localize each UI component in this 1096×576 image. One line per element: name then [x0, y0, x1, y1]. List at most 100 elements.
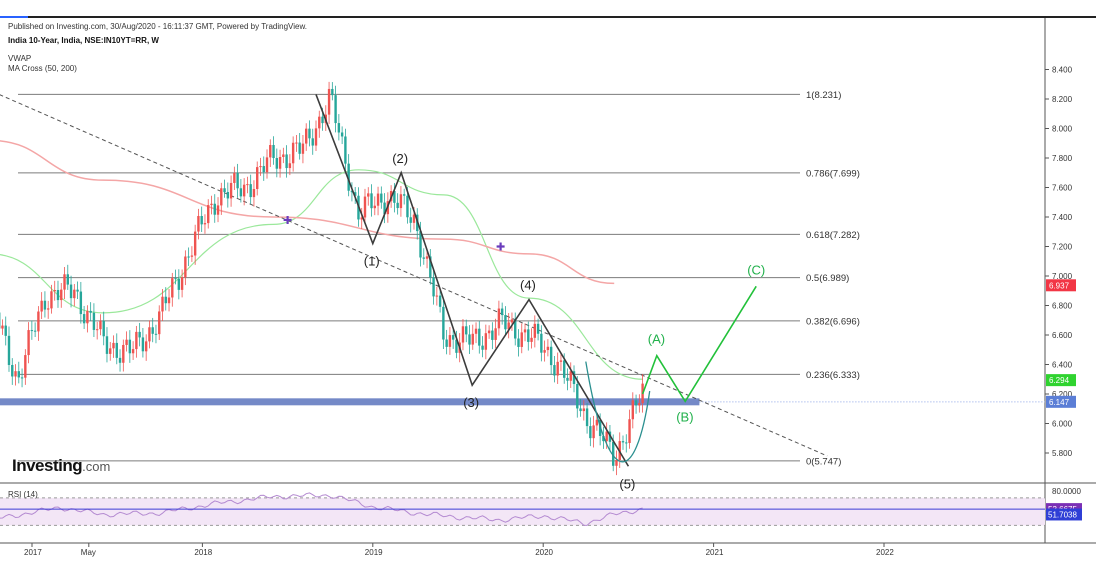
rsi-line — [0, 492, 643, 526]
wave-label: (3) — [463, 395, 479, 410]
candle-body — [161, 296, 164, 312]
candle-body — [226, 192, 230, 199]
candle-body — [158, 311, 161, 335]
candle-body — [210, 203, 213, 206]
candle-body — [118, 357, 122, 363]
price-tag — [1046, 374, 1076, 387]
candle-body — [484, 333, 488, 350]
candle-body — [311, 138, 314, 146]
candle-body — [92, 312, 96, 330]
indicator-ma-cross[interactable]: MA Cross (50, 200) — [8, 64, 77, 73]
candle-body — [249, 184, 252, 198]
price-tag — [1046, 395, 1076, 408]
candle-body — [252, 188, 256, 198]
candle-body — [24, 355, 27, 378]
candle-body — [448, 335, 452, 347]
candle-body — [465, 326, 468, 335]
wave-label: (5) — [619, 476, 635, 491]
candle-body — [406, 195, 409, 218]
candle-body — [278, 156, 282, 169]
candle-body — [112, 342, 115, 349]
candle-body — [331, 88, 334, 96]
fib-level-label: 1(8.231) — [806, 90, 841, 101]
candle-body — [612, 441, 615, 466]
price-tick-label: 7.000 — [1052, 272, 1073, 281]
candle-body — [86, 310, 89, 324]
candle-body — [621, 441, 625, 443]
candle-body — [393, 191, 396, 203]
time-tick-label: 2017 — [24, 548, 42, 557]
candle-body — [350, 190, 354, 193]
fib-level-label: 0.236(6.333) — [806, 370, 860, 381]
candle-body — [4, 325, 7, 336]
candle-body — [442, 306, 445, 340]
candle-body — [193, 231, 197, 256]
candle-body — [520, 332, 523, 347]
candle-body — [383, 202, 386, 215]
candle-body — [543, 350, 546, 353]
ma50-line — [0, 169, 643, 380]
price-tick-label: 6.800 — [1052, 302, 1073, 311]
candle-body — [487, 330, 491, 334]
candle-body — [102, 320, 105, 337]
fib-level-label: 0.618(7.282) — [806, 230, 860, 241]
candle-body — [556, 361, 559, 376]
candle-body — [517, 338, 520, 347]
candle-body — [451, 335, 455, 340]
ma200-line — [0, 140, 615, 285]
candle-body — [340, 132, 344, 137]
candle-body — [523, 329, 527, 333]
candle-body — [200, 216, 203, 225]
candle-body — [399, 194, 403, 209]
candle-body — [572, 371, 576, 385]
time-tick-label: 2018 — [194, 548, 212, 557]
candle-body — [305, 128, 308, 144]
fib-level-label: 0.382(6.696) — [806, 316, 860, 327]
rounding-bottom-arc — [585, 361, 651, 463]
indicator-vwap[interactable]: VWAP — [8, 54, 32, 63]
candle-body — [478, 328, 481, 346]
candle-body — [602, 435, 605, 442]
candle-body — [197, 216, 200, 232]
candle-body — [135, 331, 138, 350]
candle-body — [60, 289, 63, 301]
candle-body — [504, 315, 507, 330]
time-tick-label: 2021 — [706, 548, 724, 557]
top-bar — [0, 0, 1096, 18]
candle-body — [353, 192, 357, 196]
candle-body — [527, 329, 530, 342]
candle-body — [63, 274, 66, 290]
candle-body — [20, 377, 24, 379]
candle-body — [514, 319, 517, 339]
candle-body — [109, 348, 112, 354]
candle-body — [559, 360, 563, 362]
candle-body — [177, 278, 181, 290]
candle-body — [7, 335, 11, 365]
price-tick-label: 5.800 — [1052, 449, 1073, 458]
candle-body — [327, 88, 331, 115]
candle-body — [363, 196, 367, 218]
candle-body — [396, 202, 399, 209]
projection-label: (A) — [648, 332, 665, 347]
candle-body — [291, 142, 295, 164]
price-tick-label: 7.800 — [1052, 154, 1073, 163]
time-tick-label: 2019 — [365, 548, 383, 557]
candle-body — [171, 278, 174, 298]
candle-body — [73, 289, 76, 299]
candle-body — [43, 300, 47, 310]
price-tick-label: 6.600 — [1052, 331, 1073, 340]
rsi-band — [0, 497, 1045, 526]
price-tick-label: 7.400 — [1052, 213, 1073, 222]
candle-body — [592, 425, 595, 439]
candle-body — [429, 256, 432, 278]
candle-body — [344, 136, 347, 164]
candle-body — [579, 408, 582, 412]
candle-body — [455, 339, 458, 353]
candle-body — [69, 284, 73, 299]
candle-body — [585, 408, 589, 427]
candle-body — [265, 157, 269, 173]
candle-body — [295, 142, 298, 144]
candle-body — [412, 214, 416, 223]
candle-body — [409, 217, 412, 223]
